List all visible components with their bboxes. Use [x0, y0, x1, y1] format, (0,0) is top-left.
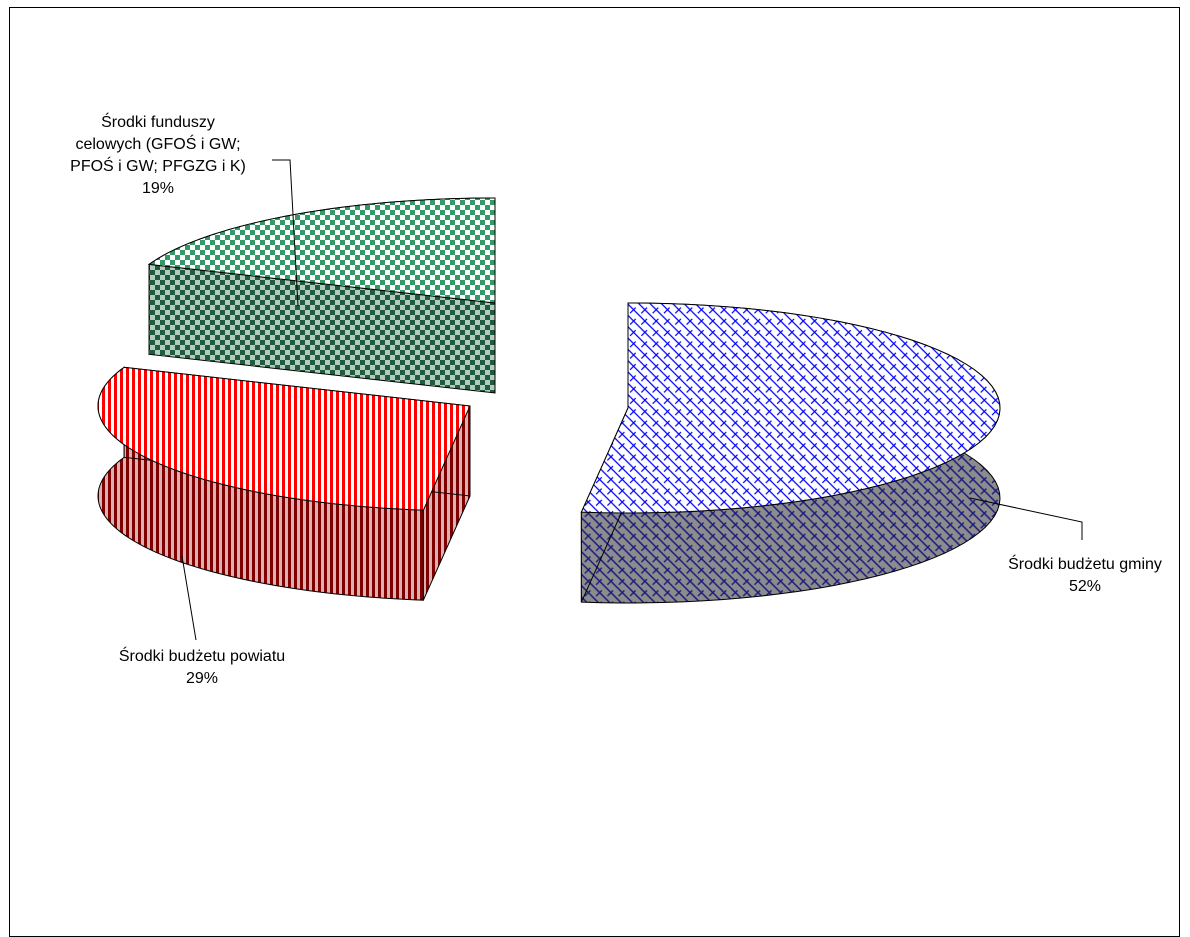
data-label-gminy-name: Środki budżetu gminy	[1008, 556, 1162, 573]
data-label-gminy-percent: 52%	[1068, 578, 1102, 595]
data-label-powiat: Środki budżetu powiatu 29%	[119, 646, 285, 690]
data-label-fundusze-percent: 19%	[141, 180, 175, 197]
pie-slice-fundusze	[147, 197, 496, 394]
data-label-powiat-percent: 29%	[185, 670, 219, 687]
leader-line-fundusze	[272, 159, 299, 307]
data-label-fundusze-name: celowych (GFOŚ i GW;	[75, 136, 241, 153]
data-label-gminy: Środki budżetu gminy 52%	[1008, 554, 1162, 598]
pie-slice-gminy	[580, 302, 1001, 604]
data-label-fundusze: Środki funduszy celowych (GFOŚ i GW; PFOŚ …	[70, 112, 246, 200]
data-label-fundusze-name: Środki funduszy	[101, 114, 215, 131]
leader-line-gminy	[969, 497, 1083, 540]
pie-slice-powiat	[97, 366, 471, 601]
leader-line-powiat	[181, 555, 197, 641]
data-label-powiat-name: Środki budżetu powiatu	[118, 648, 286, 665]
data-label-fundusze-name: PFOŚ i GW; PFGZG i K)	[70, 158, 246, 175]
